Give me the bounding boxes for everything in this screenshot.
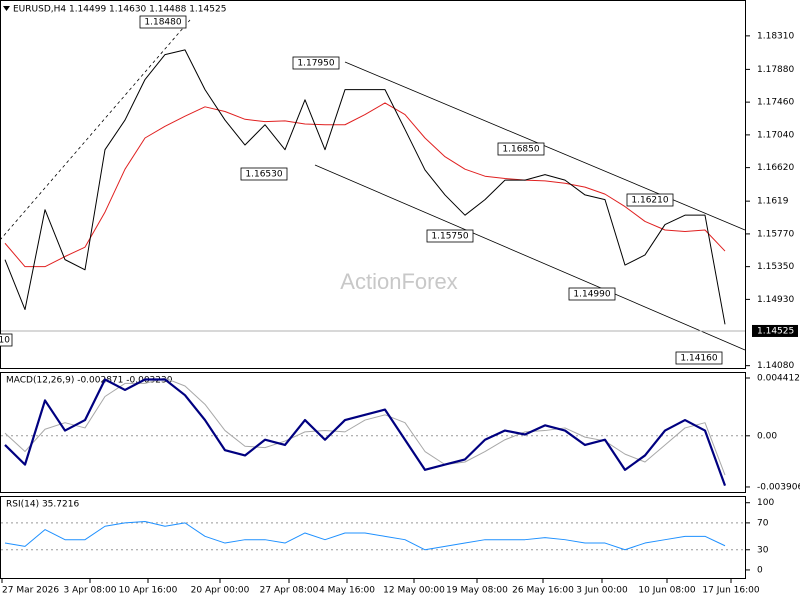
- symbol-icon: [3, 6, 10, 11]
- annotation-label: 1.17950: [297, 59, 334, 69]
- annotation-label: 10: [0, 336, 10, 346]
- x-tick-label: 20 Apr 00:00: [191, 586, 250, 596]
- y-tick-label: 1.17880: [757, 65, 794, 75]
- x-tick-label: 3 Apr 08:00: [64, 586, 117, 596]
- y-tick-label: 0: [757, 565, 763, 575]
- annotation-box: [139, 15, 187, 29]
- rsi-title: RSI(14) 35.7216: [6, 500, 79, 510]
- macd-title: MACD(12,26,9) -0.002871 -0.003230: [6, 376, 173, 386]
- macd-line: [4, 378, 727, 486]
- x-tick-label: 4 May 16:00: [319, 586, 375, 596]
- x-tick-label: 10 Jun 08:00: [638, 586, 695, 596]
- annotation-box: [626, 193, 674, 207]
- annotation-box: [675, 351, 723, 365]
- y-tick-label: 1.15770: [757, 229, 794, 239]
- channel-upper: [344, 61, 746, 231]
- x-tick-label: 12 May 00:00: [383, 586, 445, 596]
- annotation-box: [0, 333, 13, 347]
- annotation-box: [240, 167, 288, 181]
- y-tick-label: 1.17040: [757, 130, 794, 140]
- y-tick-label: 0.00: [757, 431, 777, 441]
- price-panel: [0, 0, 746, 369]
- macd-panel: [0, 372, 746, 493]
- y-tick-label: 1.14080: [757, 361, 794, 371]
- moving-average: [4, 102, 726, 268]
- price-line: [4, 49, 726, 325]
- y-tick-label: -0.003906: [757, 482, 800, 492]
- y-tick-label: 100: [757, 498, 774, 508]
- annotation-box: [497, 142, 545, 156]
- y-tick-label: 1.1619: [757, 197, 789, 207]
- annotation-label: 1.15750: [431, 232, 468, 242]
- y-tick-label: 70: [757, 518, 769, 528]
- watermark: ActionForex: [340, 269, 457, 294]
- y-tick-label: 1.14930: [757, 295, 794, 305]
- annotation-label: 1.16210: [631, 196, 668, 206]
- annotation-box: [292, 56, 340, 70]
- x-tick-label: 27 Mar 2026: [2, 586, 59, 596]
- x-tick-label: 17 Jun 16:00: [702, 586, 759, 596]
- current-price-label: 1.14525: [757, 326, 794, 336]
- chart-title: EURUSD,H4 1.14499 1.14630 1.14488 1.1452…: [13, 5, 226, 15]
- x-tick-label: 10 Apr 16:00: [119, 586, 178, 596]
- y-tick-label: 1.15350: [757, 262, 794, 272]
- y-tick-label: 30: [757, 545, 769, 555]
- rsi-line: [4, 521, 726, 551]
- channel-lower: [314, 164, 746, 351]
- rsi-panel: [0, 496, 746, 579]
- annotation-label: 1.16530: [245, 170, 282, 180]
- annotation-label: 1.18480: [144, 18, 181, 28]
- x-tick-label: 19 May 08:00: [446, 586, 508, 596]
- annotation-label: 1.14160: [680, 354, 717, 364]
- y-tick-label: 1.17460: [757, 98, 794, 108]
- x-tick-label: 26 May 16:00: [512, 586, 574, 596]
- annotation-box: [426, 229, 474, 243]
- current-price-box: [752, 324, 798, 337]
- x-tick-label: 3 Jun 00:00: [576, 586, 628, 596]
- annotation-box: [568, 287, 616, 301]
- annotation-label: 1.16850: [502, 145, 539, 155]
- x-tick-label: 27 Apr 08:00: [260, 586, 319, 596]
- trend-line: [0, 19, 191, 241]
- y-tick-label: 1.18310: [757, 31, 794, 41]
- y-tick-label: 0.004412: [757, 374, 800, 384]
- y-tick-label: 1.16620: [757, 163, 794, 173]
- annotation-label: 1.14990: [573, 290, 610, 300]
